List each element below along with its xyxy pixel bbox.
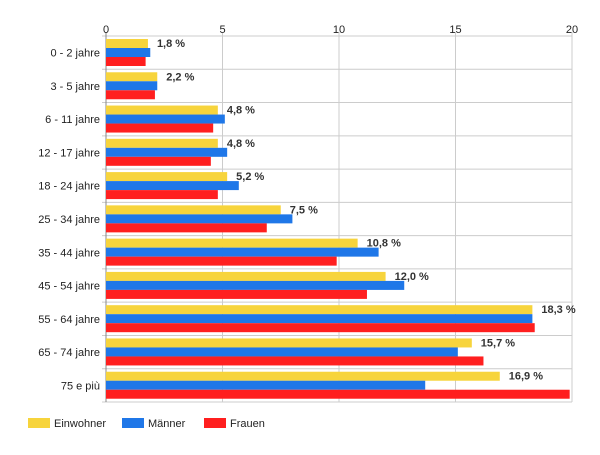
category-label: 35 - 44 jahre (38, 247, 100, 259)
bar-frauen-4 (106, 190, 218, 200)
bar-mnner-9 (106, 347, 458, 357)
category-label: 18 - 24 jahre (38, 181, 100, 193)
bar-mnner-3 (106, 147, 228, 157)
bar-mnner-4 (106, 181, 239, 191)
data-label: 15,7 % (481, 337, 515, 349)
bar-frauen-0 (106, 57, 146, 66)
legend-swatch (28, 418, 50, 428)
category-label: 65 - 74 jahre (38, 347, 100, 359)
data-labels: 1,8 % 2,2 % 4,8 % 4,8 % 5,2 % 7,5 % 10,8 % 12,0… (157, 38, 576, 383)
bar-frauen-6 (106, 256, 337, 266)
category-label: 75 e più (61, 380, 100, 392)
category-label: 6 - 11 jahre (45, 114, 100, 126)
legend-label: Männer (148, 418, 186, 430)
bar-frauen-5 (106, 223, 267, 233)
bar-einwohner-8 (106, 305, 533, 315)
data-label: 7,5 % (290, 204, 318, 216)
bar-mnner-8 (106, 314, 533, 324)
legend-label: Frauen (230, 418, 265, 430)
y-axis-ticks: 0 - 2 jahre 3 - 5 jahre 6 - 11 jahre 12 - 1… (38, 48, 100, 393)
category-label: 12 - 17 jahre (38, 147, 100, 159)
category-label: 0 - 2 jahre (50, 48, 100, 60)
x-tick-label: 20 (566, 24, 578, 36)
category-label: 3 - 5 jahre (50, 81, 100, 93)
data-label: 12,0 % (395, 271, 429, 283)
x-tick-label: 15 (449, 24, 461, 36)
x-tick-label: 0 (103, 24, 109, 36)
bar-einwohner-6 (106, 238, 358, 248)
data-label: 4,8 % (227, 105, 255, 117)
category-label: 25 - 34 jahre (38, 214, 100, 226)
category-label: 55 - 64 jahre (38, 314, 100, 326)
bar-frauen-2 (106, 123, 214, 133)
category-label: 45 - 54 jahre (38, 281, 100, 293)
bar-frauen-8 (106, 323, 535, 333)
bar-einwohner-9 (106, 338, 472, 348)
data-label: 1,8 % (157, 38, 185, 50)
bar-frauen-3 (106, 156, 211, 166)
bar-frauen-7 (106, 289, 367, 299)
x-axis-ticks: 0 5 10 15 20 (103, 24, 578, 36)
bar-mnner-7 (106, 280, 405, 290)
legend-swatch (122, 418, 144, 428)
bar-frauen-9 (106, 356, 484, 366)
data-label: 16,9 % (509, 371, 543, 383)
x-tick-label: 10 (333, 24, 345, 36)
bar-mnner-1 (106, 81, 158, 91)
data-label: 4,8 % (227, 138, 255, 150)
data-label: 2,2 % (166, 71, 194, 83)
bar-einwohner-2 (106, 105, 218, 115)
bar-einwohner-3 (106, 138, 218, 148)
legend-label: Einwohner (54, 418, 106, 430)
data-label: 10,8 % (367, 238, 401, 250)
bar-frauen-10 (106, 389, 570, 399)
bar-einwohner-7 (106, 271, 386, 281)
bar-einwohner-5 (106, 205, 281, 215)
x-tick-label: 5 (219, 24, 225, 36)
bar-mnner-2 (106, 114, 225, 124)
bar-frauen-1 (106, 90, 155, 100)
bar-einwohner-4 (106, 172, 228, 182)
data-label: 5,2 % (236, 171, 264, 183)
bar-mnner-5 (106, 214, 293, 224)
legend-swatch (204, 418, 226, 428)
bar-einwohner-10 (106, 371, 500, 381)
bars (106, 39, 570, 399)
legend: Einwohner Männer Frauen (28, 418, 265, 430)
bar-mnner-10 (106, 380, 426, 390)
bar-einwohner-1 (106, 72, 158, 82)
bar-einwohner-0 (106, 39, 148, 48)
data-label: 18,3 % (541, 304, 575, 316)
bar-mnner-6 (106, 247, 379, 257)
bar-mnner-0 (106, 48, 151, 57)
